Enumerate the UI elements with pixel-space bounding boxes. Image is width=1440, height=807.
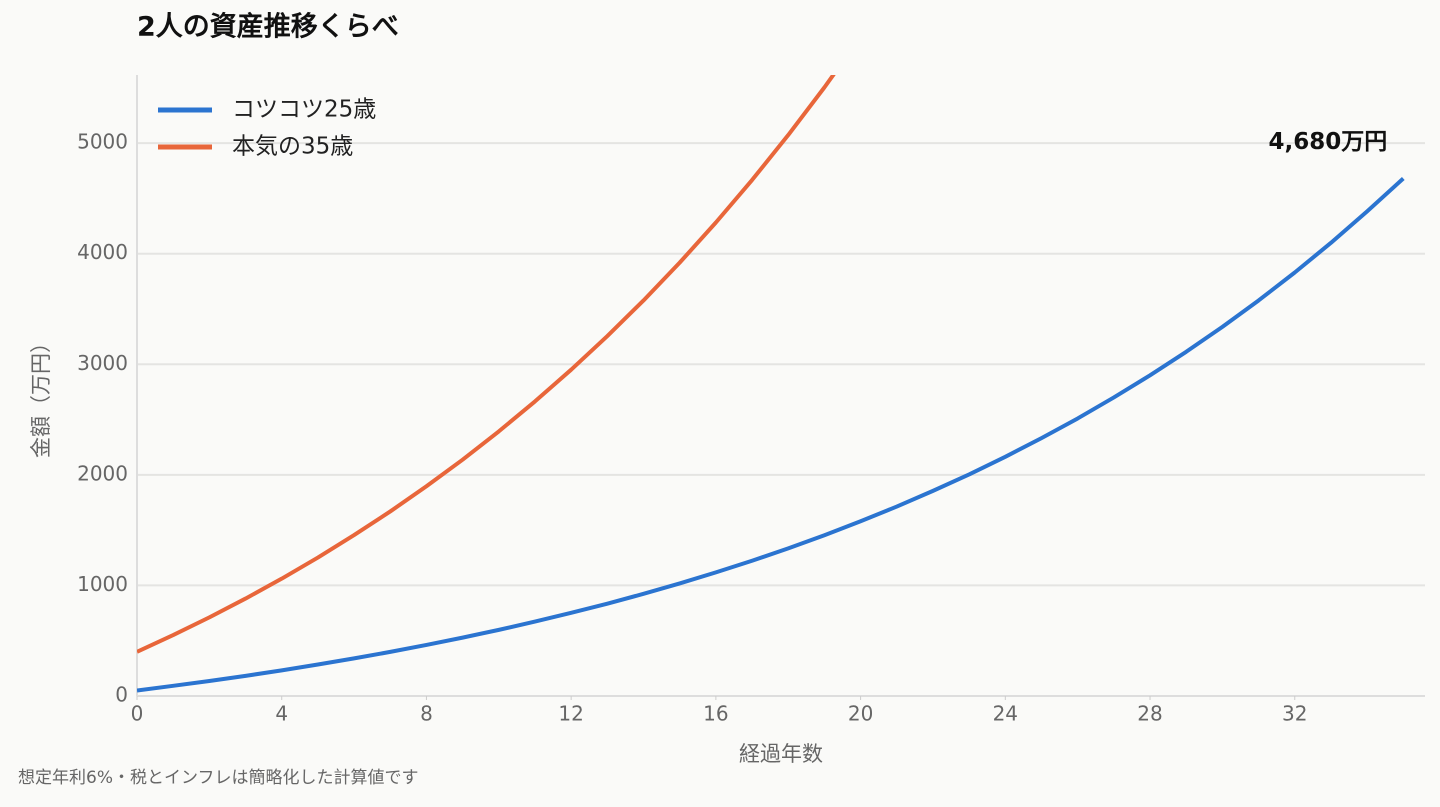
y-axis-label: 金額（万円） xyxy=(29,332,53,458)
chart-title: 2人の資産推移くらべ xyxy=(137,11,399,43)
x-tick-label: 8 xyxy=(420,702,433,726)
legend-label: 本気の35歳 xyxy=(232,134,353,160)
y-tick-label: 4000 xyxy=(77,240,128,264)
footnote: 想定年利6%・税とインフレは簡略化した計算値です xyxy=(18,768,418,788)
x-axis-label: 経過年数 xyxy=(739,742,823,766)
x-tick-label: 32 xyxy=(1282,702,1307,726)
x-tick-label: 12 xyxy=(558,702,583,726)
x-tick-label: 28 xyxy=(1137,702,1162,726)
line xyxy=(137,177,1405,693)
x-tick-label: 16 xyxy=(703,702,728,726)
x-tick-label: 0 xyxy=(131,702,144,726)
y-tick-label: 3000 xyxy=(77,351,128,375)
plot-area xyxy=(137,75,1405,693)
y-tick-label: 0 xyxy=(115,683,128,707)
x-tick-label: 20 xyxy=(848,702,873,726)
y-tick-label: 2000 xyxy=(77,461,128,485)
line xyxy=(137,75,836,654)
y-tick-label: 1000 xyxy=(77,572,128,596)
legend-label: コツコツ25歳 xyxy=(232,97,376,123)
x-tick-label: 24 xyxy=(993,702,1018,726)
annotation: 4,680万円 xyxy=(1269,129,1388,155)
y-tick-label: 5000 xyxy=(77,130,128,154)
x-tick-label: 4 xyxy=(275,702,288,726)
